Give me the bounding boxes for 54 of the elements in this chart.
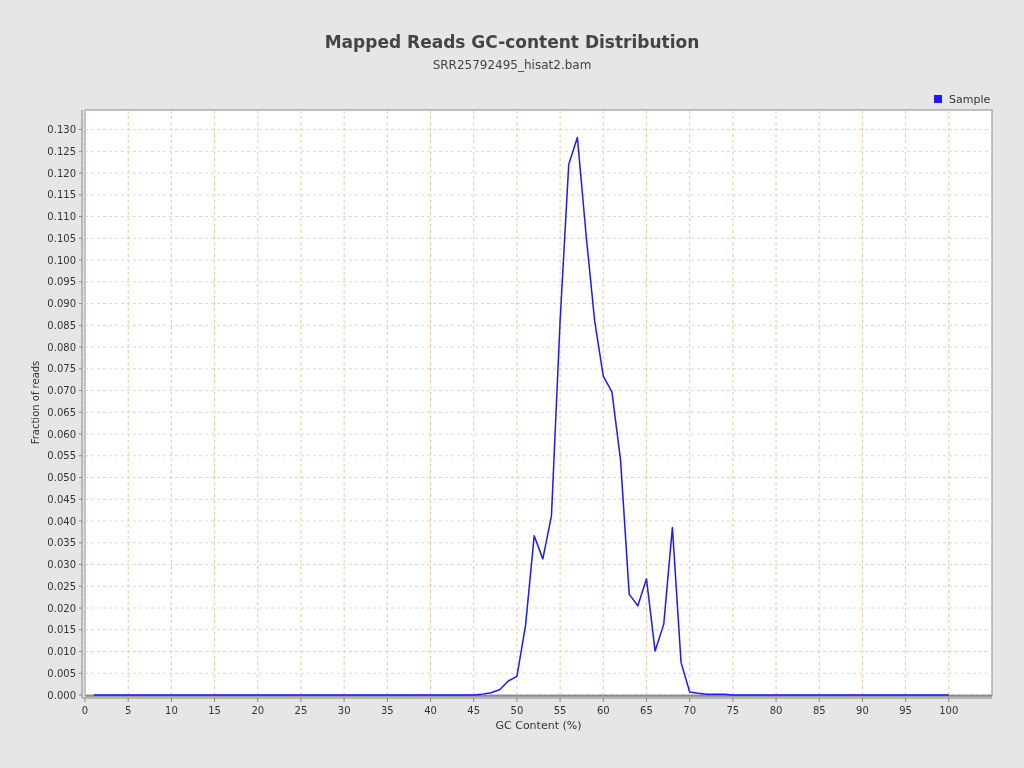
y-tick-label: 0.075 [47,363,76,375]
x-tick-label: 90 [856,705,869,716]
y-tick-label: 0.080 [47,341,76,353]
y-tick-label: 0.020 [47,602,76,614]
y-tick-label: 0.070 [47,385,76,397]
y-tick-label: 0.105 [47,232,76,244]
x-tick-label: 0 [81,705,89,716]
x-tick-label: 45 [467,705,481,716]
y-tick-label: 0.120 [47,167,76,179]
x-tick-label: 40 [424,705,437,716]
y-tick-label: 0.055 [47,450,76,462]
x-tick-label: 60 [596,705,610,716]
y-tick-label: 0.010 [47,646,76,658]
x-tick-label: 30 [337,705,351,716]
x-tick-label: 5 [125,705,132,716]
x-tick-label: 80 [769,705,783,716]
y-tick-label: 0.015 [47,624,76,636]
y-tick-label: 0.130 [47,124,76,136]
chart-subtitle: SRR25792495_hisat2.bam [432,58,592,72]
x-tick-label: 85 [812,705,826,716]
y-tick-label: 0.060 [47,428,76,440]
x-axis-title: GC Content (%) [495,719,582,732]
y-tick-label: 0.085 [47,319,76,331]
x-tick-label: 20 [251,705,265,716]
y-tick-label: 0.030 [47,559,76,571]
x-tick-label: 70 [683,705,697,716]
x-tick-label: 65 [640,705,653,716]
x-tick-label: 50 [510,705,524,716]
x-tick-label: 75 [726,705,740,716]
y-tick-label: 0.095 [47,276,76,288]
y-tick-label: 0.025 [47,580,76,592]
y-tick-label: 0.045 [47,493,76,505]
legend-label: Sample [949,92,991,106]
y-tick-label: 0.005 [47,667,76,679]
x-tick-label: 100 [939,705,959,716]
y-tick-label: 0.110 [47,211,76,223]
y-tick-label: 0.000 [47,689,76,701]
y-tick-label: 0.035 [47,537,76,549]
x-tick-label: 55 [553,705,567,716]
x-tick-label: 15 [208,705,221,716]
y-tick-label: 0.100 [47,254,76,266]
chart-title: Mapped Reads GC-content Distribution [324,32,700,52]
x-tick-label: 10 [165,705,178,716]
line-series [92,136,950,696]
x-tick-label: 95 [899,705,912,716]
y-tick-label: 0.125 [47,145,76,157]
y-tick-label: 0.050 [47,472,76,484]
y-tick-label: 0.115 [47,189,76,201]
y-tick-label: 0.040 [47,515,76,527]
x-tick-label: 35 [380,705,394,716]
y-tick-label: 0.065 [47,406,76,418]
x-tick-label: 25 [294,705,308,716]
y-axis-title: Fraction of reads [30,360,41,445]
y-tick-label: 0.090 [47,298,76,310]
